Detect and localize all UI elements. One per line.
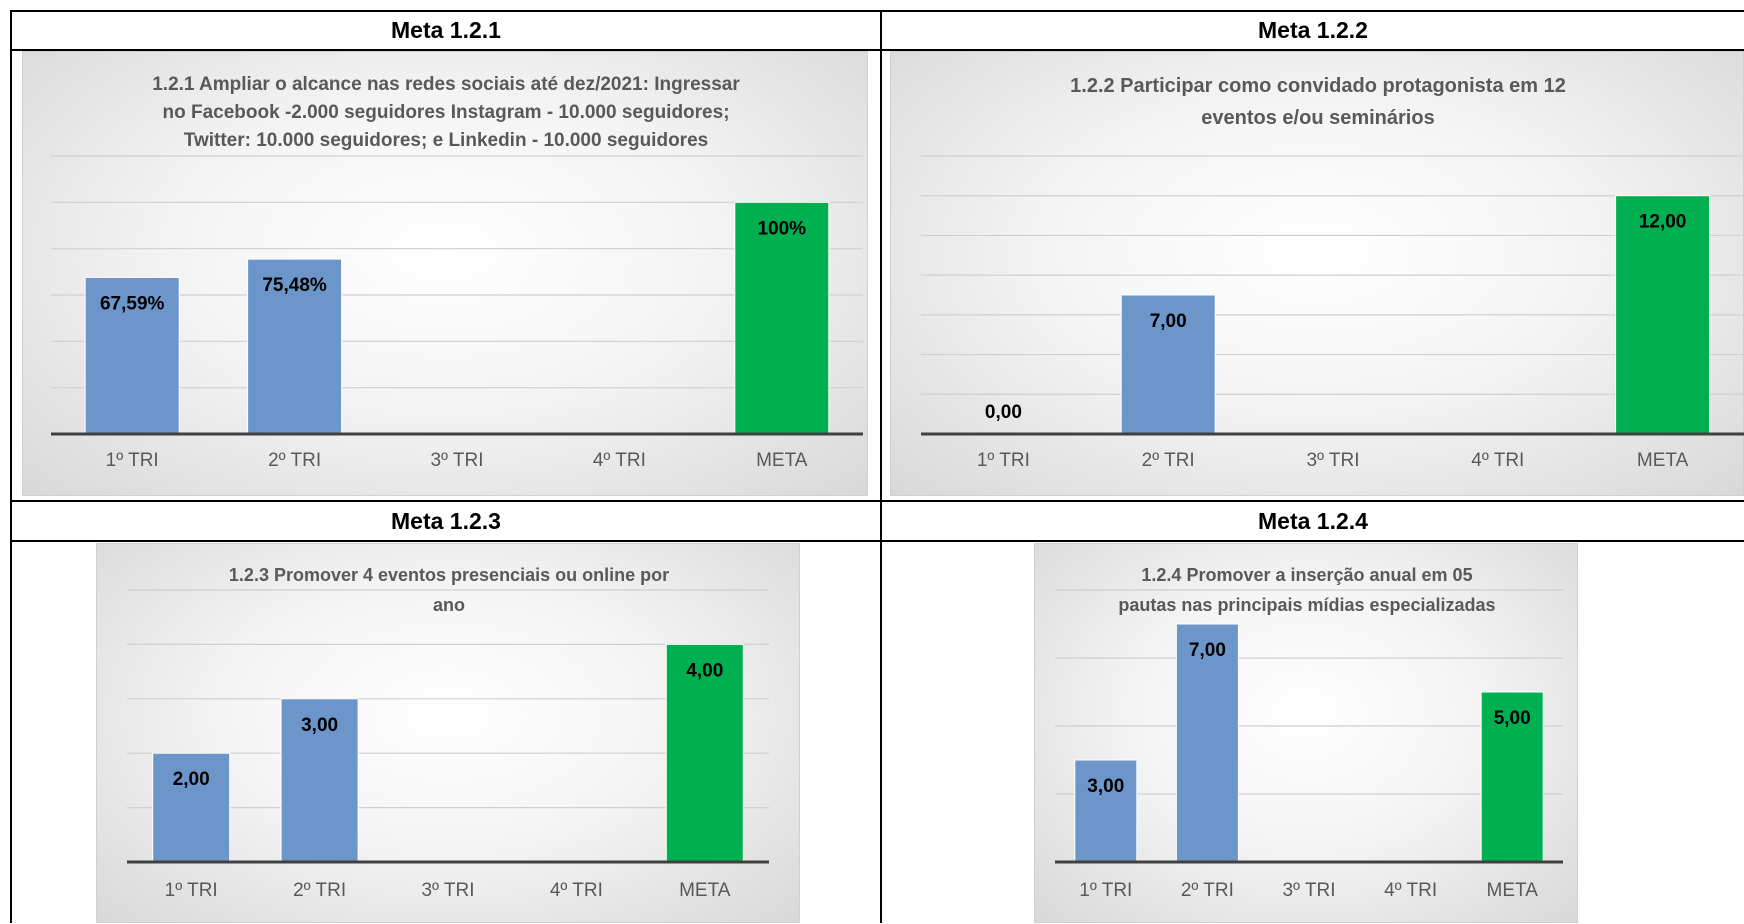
data-label: 12,00 — [1639, 212, 1687, 233]
x-tick-label: 4º TRI — [1471, 450, 1524, 471]
x-tick-label: 2º TRI — [268, 450, 321, 471]
chart-svg: 1.2.2 Participar como convidado protagon… — [921, 75, 1744, 471]
chart-svg: 1.2.3 Promover 4 eventos presenciais ou … — [127, 565, 769, 901]
x-tick-label: 3º TRI — [430, 450, 483, 471]
x-tick-label: 2º TRI — [1142, 450, 1195, 471]
x-tick-label: 1º TRI — [165, 880, 218, 901]
table-row-divider-1 — [10, 49, 1744, 51]
chart-meta-1-2-4: 1.2.4 Promover a inserção anual em 05 pau… — [1034, 543, 1578, 923]
data-label: 67,59% — [100, 293, 165, 314]
data-label: 5,00 — [1494, 708, 1531, 729]
data-label: 7,00 — [1189, 640, 1226, 661]
table-row-divider-2 — [10, 500, 1744, 502]
x-tick-label: META — [679, 880, 731, 901]
chart-svg: 1.2.1 Ampliar o alcance nas redes sociai… — [51, 74, 863, 471]
bar-2-tri — [247, 258, 343, 435]
chart-title-line: 1.2.1 Ampliar o alcance nas redes sociai… — [152, 74, 740, 95]
chart-title-line: 1.2.2 Participar como convidado protagon… — [1070, 75, 1566, 97]
data-label: 3,00 — [1087, 776, 1124, 797]
table-column-divider — [880, 10, 882, 923]
data-label: 2,00 — [173, 769, 210, 790]
data-label: 75,48% — [262, 275, 327, 296]
data-label: 100% — [757, 218, 806, 239]
x-tick-label: 3º TRI — [421, 880, 474, 901]
chart-title-line: 1.2.4 Promover a inserção anual em 05 — [1141, 565, 1472, 585]
chart-meta-1-2-2: 1.2.2 Participar como convidado protagon… — [890, 51, 1744, 496]
chart-title-line: ano — [433, 595, 465, 615]
x-tick-label: META — [1637, 450, 1689, 471]
table-border-top — [10, 10, 1744, 12]
x-tick-label: 3º TRI — [1282, 880, 1335, 901]
chart-title-line: eventos e/ou seminários — [1201, 107, 1434, 129]
panel-header-meta-1-2-1: Meta 1.2.1 — [391, 17, 501, 43]
data-label: 4,00 — [686, 660, 723, 681]
bar-meta — [665, 643, 744, 863]
x-tick-label: 2º TRI — [293, 880, 346, 901]
bar-1-tri — [1074, 759, 1138, 863]
bar-1-tri — [152, 752, 231, 863]
panel-header-meta-1-2-2: Meta 1.2.2 — [1258, 17, 1368, 43]
chart-svg: 1.2.4 Promover a inserção anual em 05 pau… — [1055, 565, 1563, 901]
bar-meta — [734, 201, 830, 435]
bar-1-tri — [84, 276, 180, 435]
x-tick-label: 4º TRI — [1384, 880, 1437, 901]
table-border-left — [10, 10, 12, 923]
x-tick-label: 4º TRI — [550, 880, 603, 901]
x-tick-label: 4º TRI — [593, 450, 646, 471]
data-label: 3,00 — [301, 715, 338, 736]
chart-title-line: pautas nas principais mídias especializa… — [1118, 595, 1495, 615]
chart-title-line: no Facebook -2.000 seguidores Instagram … — [162, 102, 729, 123]
panel-header-meta-1-2-4: Meta 1.2.4 — [1258, 508, 1368, 534]
data-label: 0,00 — [985, 402, 1022, 423]
x-tick-label: 1º TRI — [1079, 880, 1132, 901]
bar-2-tri — [280, 698, 359, 863]
chart-meta-1-2-3: 1.2.3 Promover 4 eventos presenciais ou … — [96, 543, 800, 923]
table-row-divider-3 — [10, 540, 1744, 542]
x-tick-label: 3º TRI — [1306, 450, 1359, 471]
panel-header-meta-1-2-3: Meta 1.2.3 — [391, 508, 501, 534]
x-tick-label: 1º TRI — [977, 450, 1030, 471]
x-tick-label: 2º TRI — [1181, 880, 1234, 901]
x-tick-label: META — [756, 450, 808, 471]
x-tick-label: META — [1487, 880, 1539, 901]
bar-2-tri — [1120, 294, 1216, 435]
chart-meta-1-2-1: 1.2.1 Ampliar o alcance nas redes sociai… — [22, 51, 868, 496]
bar-meta — [1615, 195, 1711, 435]
x-tick-label: 1º TRI — [106, 450, 159, 471]
data-label: 7,00 — [1150, 311, 1187, 332]
chart-title-line: Twitter: 10.000 seguidores; e Linkedin -… — [184, 130, 708, 151]
chart-title-line: 1.2.3 Promover 4 eventos presenciais ou … — [229, 565, 669, 585]
